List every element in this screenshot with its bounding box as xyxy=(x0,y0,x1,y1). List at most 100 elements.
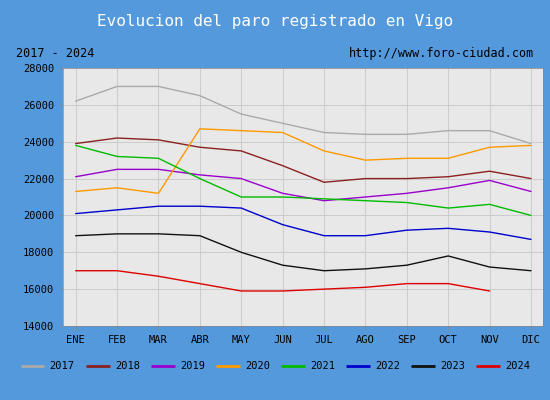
Text: 2017 - 2024: 2017 - 2024 xyxy=(16,47,95,60)
2019 xyxy=(155,167,162,172)
2023 xyxy=(73,233,79,238)
2023 xyxy=(196,233,203,238)
2024 xyxy=(445,281,452,286)
2023 xyxy=(445,254,452,258)
Text: 2018: 2018 xyxy=(115,362,140,371)
Line: 2022: 2022 xyxy=(76,206,531,239)
2020 xyxy=(196,126,203,131)
2017 xyxy=(238,112,245,116)
Text: 2020: 2020 xyxy=(245,362,270,371)
2021 xyxy=(196,176,203,181)
2019 xyxy=(486,178,493,183)
2024 xyxy=(155,274,162,279)
2024 xyxy=(486,288,493,293)
2024 xyxy=(73,268,79,273)
2018 xyxy=(196,145,203,150)
2017 xyxy=(321,130,327,135)
2017 xyxy=(486,128,493,133)
2017 xyxy=(404,132,410,137)
2024 xyxy=(279,288,286,293)
2018 xyxy=(527,176,534,181)
2022 xyxy=(196,204,203,209)
2018 xyxy=(73,141,79,146)
Line: 2017: 2017 xyxy=(76,86,531,144)
Line: 2018: 2018 xyxy=(76,138,531,182)
2023 xyxy=(155,232,162,236)
2017 xyxy=(362,132,369,137)
2019 xyxy=(279,191,286,196)
2021 xyxy=(279,194,286,199)
2020 xyxy=(279,130,286,135)
Line: 2024: 2024 xyxy=(76,271,490,291)
2019 xyxy=(114,167,120,172)
2021 xyxy=(445,206,452,210)
2023 xyxy=(321,268,327,273)
2024 xyxy=(114,268,120,273)
Text: 2017: 2017 xyxy=(50,362,75,371)
2018 xyxy=(238,148,245,153)
2023 xyxy=(238,250,245,255)
2019 xyxy=(362,194,369,199)
2017 xyxy=(279,121,286,126)
2022 xyxy=(279,222,286,227)
2022 xyxy=(114,208,120,212)
2017 xyxy=(155,84,162,89)
2018 xyxy=(486,169,493,174)
2021 xyxy=(114,154,120,159)
2017 xyxy=(527,141,534,146)
2022 xyxy=(155,204,162,209)
2023 xyxy=(527,268,534,273)
2018 xyxy=(114,136,120,140)
2023 xyxy=(279,263,286,268)
2024 xyxy=(238,288,245,293)
Line: 2023: 2023 xyxy=(76,234,531,271)
Text: http://www.foro-ciudad.com: http://www.foro-ciudad.com xyxy=(349,47,534,60)
2018 xyxy=(321,180,327,185)
2018 xyxy=(445,174,452,179)
2023 xyxy=(114,232,120,236)
2021 xyxy=(321,196,327,201)
Text: 2021: 2021 xyxy=(310,362,335,371)
2019 xyxy=(404,191,410,196)
2020 xyxy=(445,156,452,161)
2019 xyxy=(73,174,79,179)
2019 xyxy=(321,198,327,203)
2017 xyxy=(196,93,203,98)
2022 xyxy=(486,230,493,234)
2020 xyxy=(362,158,369,162)
2024 xyxy=(321,287,327,292)
2019 xyxy=(445,185,452,190)
2018 xyxy=(362,176,369,181)
2021 xyxy=(527,213,534,218)
2023 xyxy=(362,266,369,271)
Text: 2024: 2024 xyxy=(505,362,531,371)
2021 xyxy=(238,194,245,199)
2022 xyxy=(445,226,452,231)
2021 xyxy=(486,202,493,207)
2022 xyxy=(73,211,79,216)
Line: 2020: 2020 xyxy=(76,129,531,193)
2022 xyxy=(362,233,369,238)
2021 xyxy=(155,156,162,161)
2021 xyxy=(362,198,369,203)
2018 xyxy=(155,138,162,142)
2020 xyxy=(321,148,327,153)
2020 xyxy=(114,185,120,190)
2018 xyxy=(279,163,286,168)
Text: 2023: 2023 xyxy=(441,362,465,371)
2020 xyxy=(155,191,162,196)
2020 xyxy=(238,128,245,133)
2022 xyxy=(321,233,327,238)
2022 xyxy=(404,228,410,232)
2019 xyxy=(196,172,203,177)
2020 xyxy=(73,189,79,194)
2023 xyxy=(404,263,410,268)
2021 xyxy=(73,143,79,148)
2023 xyxy=(486,265,493,270)
2020 xyxy=(486,145,493,150)
2024 xyxy=(196,281,203,286)
2024 xyxy=(362,285,369,290)
Line: 2019: 2019 xyxy=(76,169,531,201)
2017 xyxy=(114,84,120,89)
2024 xyxy=(404,281,410,286)
